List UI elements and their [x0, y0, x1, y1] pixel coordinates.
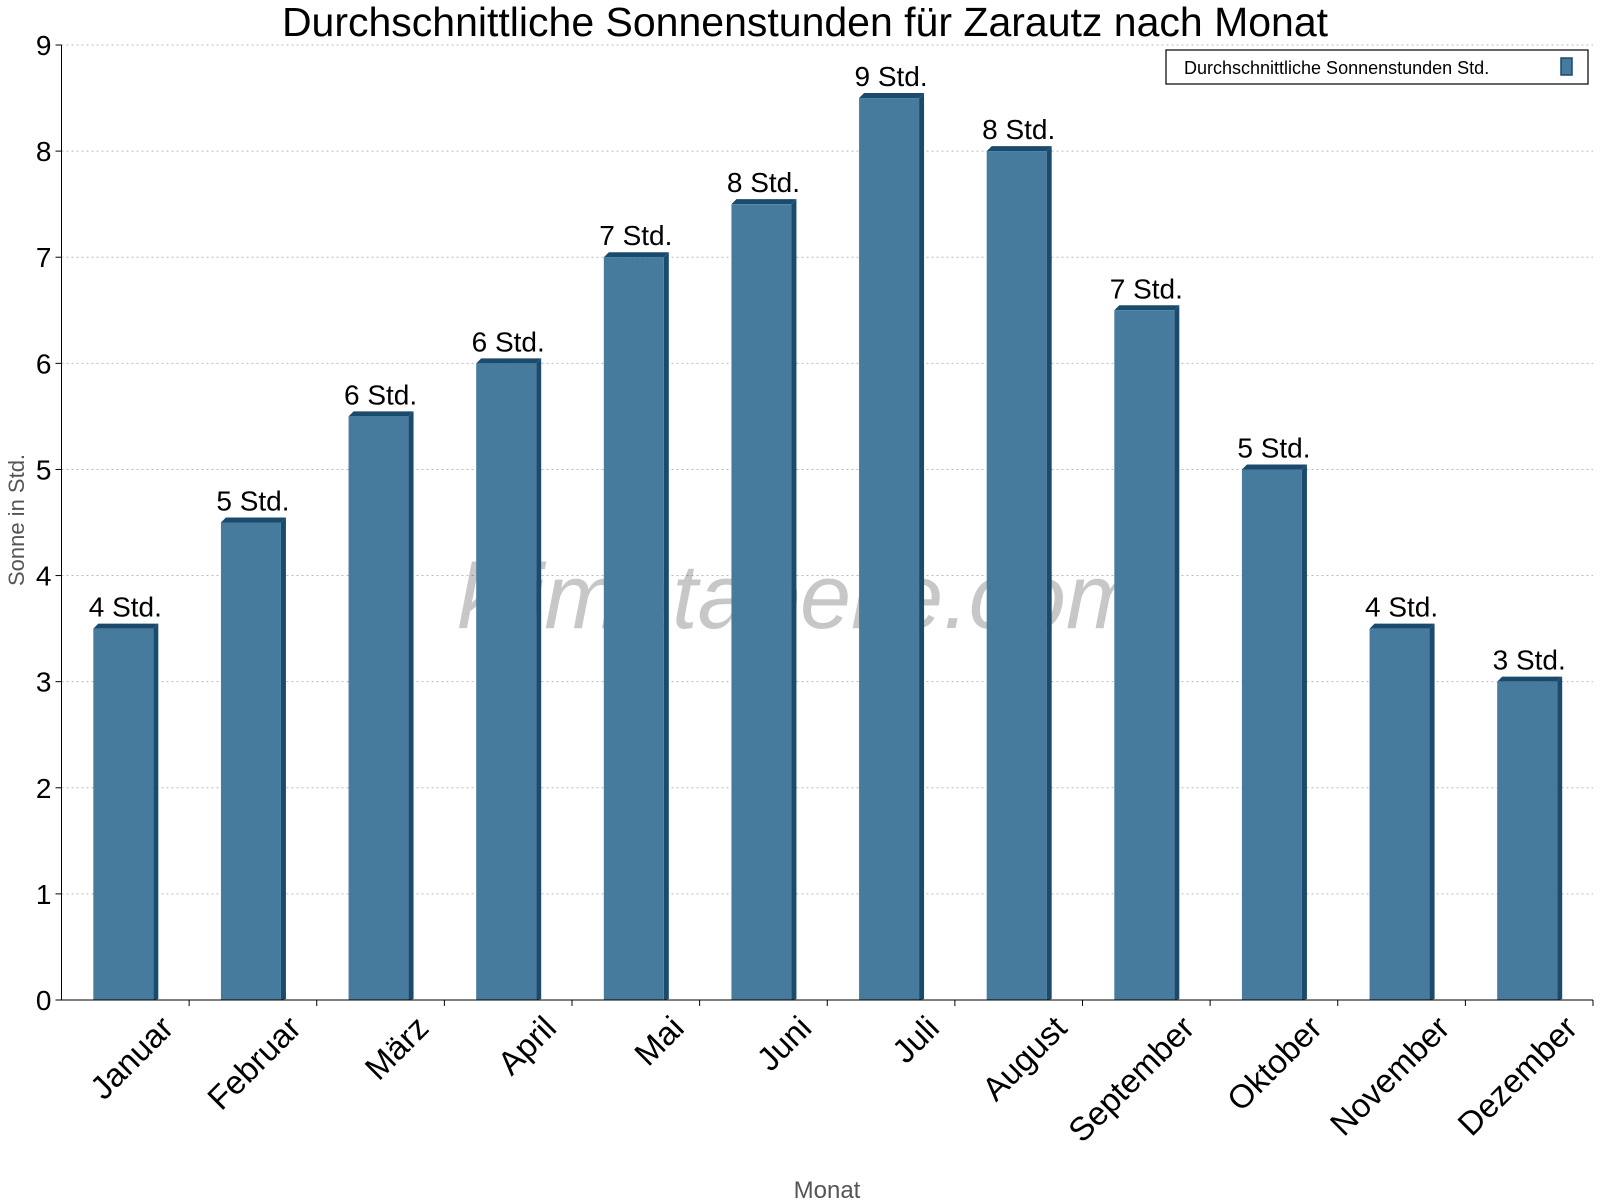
bar-top: [859, 93, 925, 99]
x-tick-label: November: [1323, 1009, 1457, 1143]
bar: [1497, 681, 1558, 1000]
bars: 4 Std. 5 Std. 6 Std. 6 Std. 7 Std. 8 Std. 9 St…: [89, 61, 1566, 1001]
data-label: 8 Std.: [982, 114, 1055, 145]
data-label: 8 Std.: [727, 167, 800, 198]
bar: [1369, 628, 1430, 1000]
data-label: 9 Std.: [854, 61, 927, 92]
data-label: 3 Std.: [1493, 645, 1566, 676]
bar-side: [280, 517, 286, 1000]
bar-top: [348, 411, 414, 417]
bar-top: [731, 199, 797, 205]
gridlines: [61, 44, 1593, 895]
y-tick-label: 2: [36, 773, 52, 804]
x-tick-label: Mai: [627, 1009, 691, 1073]
bar-side: [1557, 676, 1563, 1000]
data-label: 4 Std.: [89, 592, 162, 623]
data-label: 6 Std.: [472, 326, 545, 357]
bar-top: [603, 252, 669, 258]
y-tick-label: 9: [36, 30, 52, 61]
bar-side: [919, 93, 925, 1001]
bar-top: [986, 146, 1052, 152]
bar: [93, 628, 154, 1000]
bar: [1241, 469, 1302, 1000]
bar-side: [1429, 623, 1435, 1000]
x-tick-label: Dezember: [1450, 1009, 1584, 1143]
bar-top: [1241, 464, 1307, 470]
bar-side: [1301, 464, 1307, 1000]
bar-side: [1174, 305, 1180, 1000]
legend-swatch: [1560, 57, 1573, 76]
bar-side: [153, 623, 159, 1000]
data-label: 4 Std.: [1365, 592, 1438, 623]
y-tick-label: 0: [36, 985, 52, 1016]
y-tick-label: 1: [36, 879, 52, 910]
bar: [731, 204, 792, 1000]
x-tick-label: April: [490, 1009, 563, 1082]
bar-side: [408, 411, 414, 1000]
bar: [1114, 310, 1175, 1000]
bar-top: [220, 517, 286, 523]
data-label: 7 Std.: [1110, 273, 1183, 304]
bar-top: [1497, 676, 1563, 682]
bar: [220, 522, 281, 1000]
bar-side: [791, 199, 797, 1000]
x-tick-label: Juli: [885, 1009, 946, 1070]
chart-title: Durchschnittliche Sonnenstunden für Zara…: [282, 0, 1329, 45]
bar-top: [93, 623, 159, 629]
x-axis-title: Monat: [794, 1177, 861, 1200]
data-label: 5 Std.: [216, 486, 289, 517]
bar: [348, 416, 409, 1000]
bar-side: [663, 252, 669, 1000]
x-tick-label: Juni: [749, 1009, 818, 1078]
bar-top: [1114, 305, 1180, 311]
x-tick-label: August: [975, 1009, 1074, 1108]
x-tick-label: Februar: [200, 1009, 308, 1117]
legend-label: Durchschnittliche Sonnenstunden Std.: [1184, 58, 1489, 78]
y-tick-label: 5: [36, 454, 52, 485]
y-axis-title: Sonne in Std.: [4, 454, 29, 586]
bar: [476, 363, 537, 1000]
bar: [859, 98, 920, 1001]
legend-box: [1165, 49, 1589, 85]
y-tick-label: 6: [36, 348, 52, 379]
bar: [603, 257, 664, 1000]
x-tick-label: März: [357, 1009, 435, 1087]
data-label: 7 Std.: [599, 220, 672, 251]
x-tick-label: Oktober: [1220, 1009, 1329, 1118]
y-tick-label: 3: [36, 667, 52, 698]
bar-top: [1369, 623, 1435, 629]
y-tick-label: 8: [36, 136, 52, 167]
bar-side: [536, 358, 542, 1000]
legend: Durchschnittliche Sonnenstunden Std.: [1165, 49, 1589, 85]
bar-side: [1046, 146, 1052, 1001]
bar-top: [476, 358, 542, 364]
x-tick-label: September: [1061, 1009, 1201, 1149]
y-tick-label: 7: [36, 242, 52, 273]
x-tick-label: Januar: [83, 1009, 181, 1107]
data-label: 6 Std.: [344, 379, 417, 410]
y-tick-label: 4: [36, 561, 52, 592]
data-label: 5 Std.: [1237, 432, 1310, 463]
bar: [986, 151, 1047, 1001]
